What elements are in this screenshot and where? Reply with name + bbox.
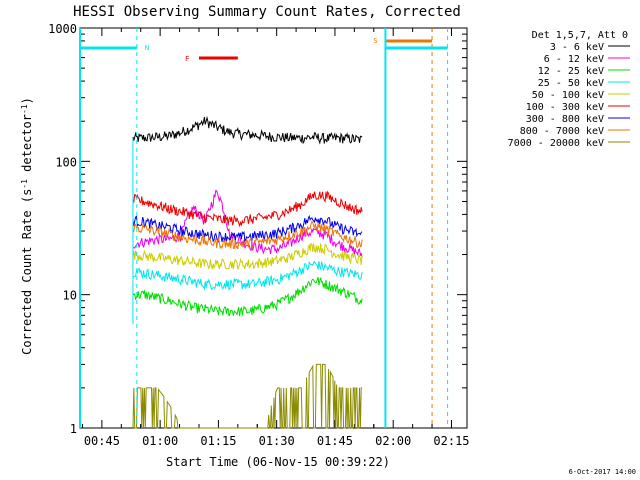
legend-label: 6 - 12 keV [544, 54, 604, 65]
y-axis-label-sup2: -1 [20, 104, 29, 114]
x-tick-label: 00:45 [84, 434, 120, 448]
series-line-8 [132, 363, 363, 429]
series-line-4 [132, 242, 363, 270]
series-line-0 [132, 115, 363, 145]
x-tick-label: 01:30 [259, 434, 295, 448]
y-axis-label: Corrected Count Rate (s-1 detector-1) [20, 97, 35, 355]
y-axis-label-part2: detector [20, 114, 34, 179]
y-axis-label-part1: Corrected Count Rate (s [20, 189, 34, 355]
x-tick-label: 02:00 [375, 434, 411, 448]
flags: N F S [79, 28, 449, 428]
axis-ticks: 1 10 100 1000 00:45 01:00 01:15 01:30 01:45 02:00… [48, 22, 469, 448]
legend-title: Det 1,5,7, Att 0 [532, 30, 628, 41]
flag-f-label: F [185, 55, 189, 63]
y-axis-label-part3: ) [20, 97, 34, 104]
series-line-2 [132, 277, 363, 317]
y-tick-label: 1 [70, 422, 77, 436]
data-lines [132, 115, 363, 429]
timestamp: 6-Oct-2017 14:00 [569, 468, 636, 476]
x-tick-label: 01:45 [317, 434, 353, 448]
x-axis-label: Start Time (06-Nov-15 00:39:22) [166, 455, 390, 469]
x-tick-label: 01:00 [142, 434, 178, 448]
legend-label: 3 - 6 keV [550, 42, 604, 53]
flag-n-label: N [145, 44, 149, 52]
series-line-1 [132, 189, 363, 258]
legend-label: 12 - 25 keV [538, 66, 604, 77]
series-line-7 [132, 220, 363, 251]
y-tick-label: 100 [55, 155, 77, 169]
legend-label: 25 - 50 keV [538, 78, 604, 89]
y-tick-label: 10 [63, 289, 77, 303]
legend-label: 7000 - 20000 keV [508, 138, 604, 149]
legend-label: 100 - 300 keV [526, 102, 604, 113]
chart-title: HESSI Observing Summary Count Rates, Cor… [73, 4, 461, 20]
y-tick-label: 1000 [48, 22, 77, 36]
legend-label: 50 - 100 keV [532, 90, 604, 101]
legend-label: 300 - 800 keV [526, 114, 604, 125]
x-tick-label: 02:15 [433, 434, 469, 448]
y-axis-label-sup1: -1 [20, 179, 29, 189]
x-tick-label: 01:15 [200, 434, 236, 448]
legend-label: 800 - 7000 keV [520, 126, 604, 137]
series-line-3 [132, 260, 363, 291]
series-line-5 [132, 190, 363, 228]
flag-s-label: S [373, 37, 377, 45]
